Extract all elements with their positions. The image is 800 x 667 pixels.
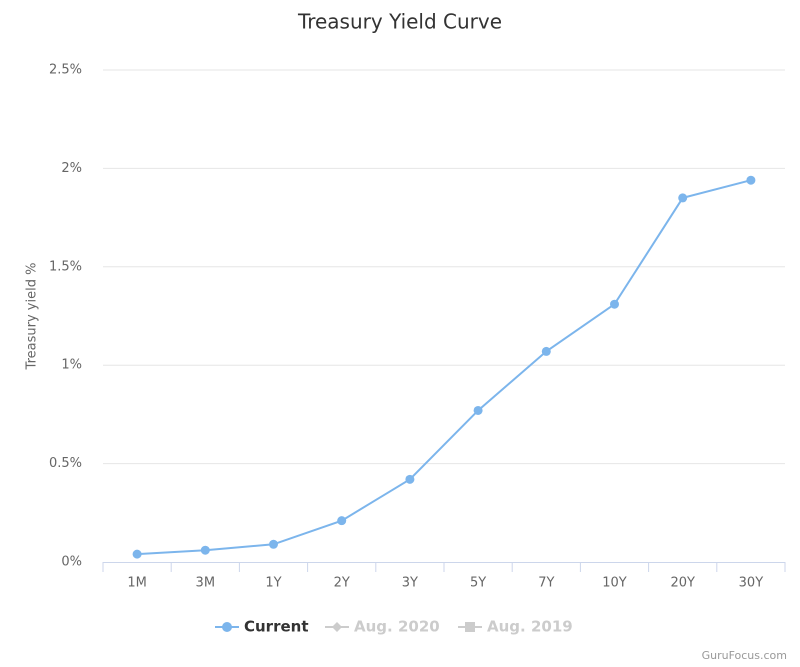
- y-tick-label: 2.5%: [49, 63, 82, 78]
- x-tick-label: 10Y: [602, 576, 627, 591]
- data-point: [541, 346, 551, 356]
- x-tick-label: 3Y: [402, 576, 418, 591]
- data-point: [337, 516, 347, 526]
- legend-label[interactable]: Current: [244, 618, 309, 636]
- y-tick-label: 0%: [61, 555, 82, 570]
- x-tick-label: 2Y: [334, 576, 350, 591]
- data-point: [132, 549, 142, 559]
- data-point: [610, 299, 619, 309]
- data-point: [746, 175, 756, 185]
- legend-label[interactable]: Aug. 2020: [354, 618, 440, 636]
- x-tick-label: 1M: [127, 576, 147, 591]
- data-point: [473, 405, 483, 415]
- data-point: [200, 545, 210, 555]
- x-tick-label: 3M: [196, 576, 216, 591]
- data-point: [678, 193, 688, 203]
- y-axis-label: Treasury yield %: [25, 263, 40, 371]
- x-tick-label: 5Y: [470, 576, 486, 591]
- y-tick-label: 1%: [61, 358, 82, 373]
- x-tick-label: 20Y: [670, 576, 695, 591]
- data-point: [269, 539, 278, 549]
- y-tick-label: 0.5%: [49, 456, 82, 471]
- x-tick-label: 1Y: [265, 576, 281, 591]
- legend-marker: [465, 622, 475, 632]
- legend-marker: [222, 622, 232, 632]
- data-point: [405, 474, 415, 484]
- series-line: [137, 179, 752, 556]
- x-tick-label: 30Y: [739, 576, 764, 591]
- y-tick-label: 2%: [61, 161, 82, 176]
- legend-label[interactable]: Aug. 2019: [487, 618, 573, 636]
- credit: GuruFocus.com: [702, 649, 787, 662]
- legend-marker: [332, 622, 342, 632]
- chart-title: Treasury Yield Curve: [297, 10, 502, 34]
- y-tick-label: 1.5%: [49, 259, 82, 274]
- x-tick-label: 7Y: [538, 576, 554, 591]
